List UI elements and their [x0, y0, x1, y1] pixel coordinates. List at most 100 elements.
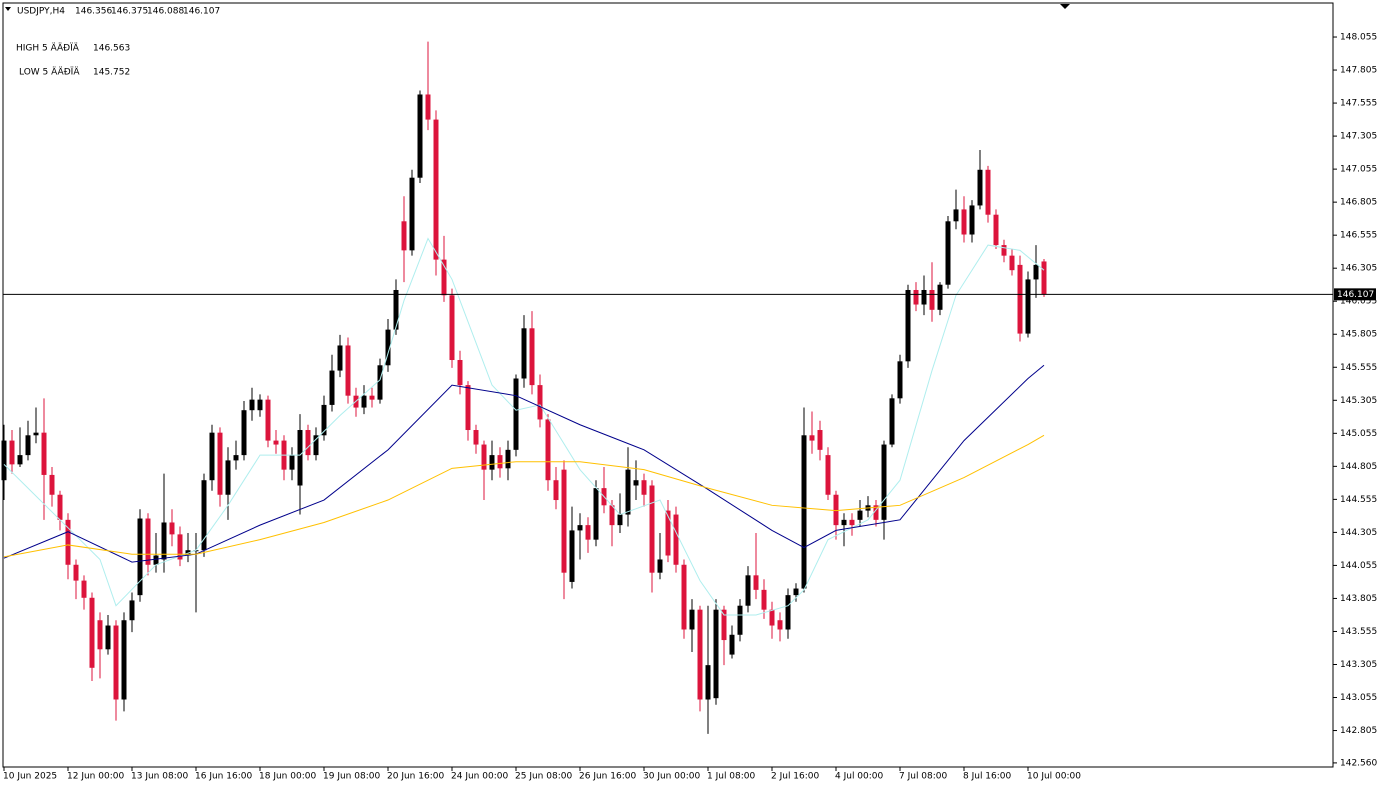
candle-body: [89, 597, 95, 668]
x-tick-label: 7 Jul 08:00: [899, 772, 948, 782]
candle-body: [673, 514, 679, 565]
annotation-text: LOW 5 ÄÄÐÏÄ: [19, 67, 80, 78]
candle-body: [417, 94, 423, 178]
price-tag-label: 146.107: [1337, 290, 1374, 300]
x-tick-label: 12 Jun 00:00: [67, 772, 124, 782]
x-tick-label: 4 Jul 00:00: [835, 772, 884, 782]
y-tick-label: 142.560: [1340, 758, 1377, 768]
candle-body: [561, 469, 567, 573]
header-close: 146.107: [183, 7, 220, 17]
candle-body: [1001, 245, 1007, 256]
annotation-value: 146.563: [93, 44, 130, 54]
candle-body: [337, 345, 343, 371]
candle-body: [657, 559, 663, 573]
candle-body: [553, 480, 559, 501]
candle-body: [433, 119, 439, 260]
candle-body: [961, 209, 967, 235]
candle-body: [385, 329, 391, 366]
candle-body: [873, 505, 879, 520]
candle-body: [1033, 264, 1039, 280]
candle-body: [393, 289, 399, 330]
candle-body: [249, 399, 255, 411]
y-tick-label: 143.805: [1340, 594, 1377, 604]
candle-body: [641, 480, 647, 495]
candle-body: [745, 575, 751, 606]
x-tick-label: 8 Jul 16:00: [963, 772, 1012, 782]
candle-body: [49, 474, 55, 495]
menu-arrow[interactable]: [5, 7, 11, 11]
candle-body: [465, 385, 471, 431]
y-tick-label: 146.055: [1340, 297, 1377, 307]
candle-body: [169, 522, 175, 535]
x-tick-label: 26 Jun 16:00: [579, 772, 636, 782]
candle-body: [177, 534, 183, 560]
candle-body: [305, 430, 311, 456]
candle-body: [633, 480, 639, 486]
shift-marker: [1060, 4, 1070, 9]
y-tick-label: 146.555: [1340, 231, 1377, 241]
candle-body: [521, 328, 527, 379]
candle-body: [97, 620, 103, 650]
annotation-text: HIGH 5 ÄÄÐÏÄ: [16, 43, 80, 54]
candle-body: [1009, 255, 1015, 271]
candle-body: [41, 432, 47, 475]
candle-body: [913, 289, 919, 305]
candle-body: [977, 169, 983, 206]
candle-body: [377, 365, 383, 400]
candle-body: [529, 328, 535, 386]
y-tick-label: 143.305: [1340, 660, 1377, 670]
candle-body: [497, 455, 503, 469]
candle-body: [449, 295, 455, 361]
candle-body: [9, 440, 15, 465]
candle-body: [609, 505, 615, 526]
header-open: 146.356: [75, 7, 112, 17]
candle-body: [729, 634, 735, 655]
candle-body: [481, 444, 487, 470]
x-tick-label: 20 Jun 16:00: [387, 772, 444, 782]
candle-body: [697, 609, 703, 700]
candle-body: [937, 284, 943, 310]
x-tick-label: 19 Jun 08:00: [323, 772, 380, 782]
y-tick-label: 146.805: [1340, 198, 1377, 208]
plot-frame: [2, 2, 1334, 768]
y-tick-label: 142.805: [1340, 726, 1377, 736]
candle-body: [593, 488, 599, 540]
candle-body: [137, 518, 143, 596]
candle-body: [1025, 279, 1031, 334]
y-tick-label: 144.555: [1340, 495, 1377, 505]
candle-body: [153, 555, 159, 565]
x-tick-label: 25 Jun 08:00: [515, 772, 572, 782]
x-tick-label: 13 Jun 08:00: [131, 772, 188, 782]
candle-body: [809, 435, 815, 441]
y-tick-label: 147.305: [1340, 132, 1377, 142]
candle-body: [57, 494, 63, 520]
candle-body: [585, 525, 591, 540]
candle-body: [25, 435, 31, 456]
candle-body: [705, 665, 711, 700]
candle-body: [969, 205, 975, 235]
candle-body: [833, 494, 839, 526]
candle-body: [121, 620, 127, 700]
candle-body: [425, 94, 431, 120]
y-tick-label: 144.305: [1340, 528, 1377, 538]
candle-body: [81, 580, 87, 598]
y-tick-label: 145.805: [1340, 330, 1377, 340]
candle-body: [289, 455, 295, 470]
candle-body: [825, 455, 831, 495]
candle-body: [345, 345, 351, 396]
candle-body: [929, 289, 935, 310]
candle-body: [889, 398, 895, 445]
candle-body: [473, 430, 479, 445]
candle-body: [513, 378, 519, 450]
candle-body: [1041, 261, 1047, 295]
candle-body: [905, 289, 911, 362]
candle-body: [737, 605, 743, 635]
candle-body: [321, 404, 327, 436]
candle-body: [689, 609, 695, 630]
candle-body: [881, 444, 887, 520]
candle-body: [953, 209, 959, 222]
candle-body: [985, 169, 991, 215]
candle-body: [297, 430, 303, 486]
candle-body: [209, 432, 215, 481]
